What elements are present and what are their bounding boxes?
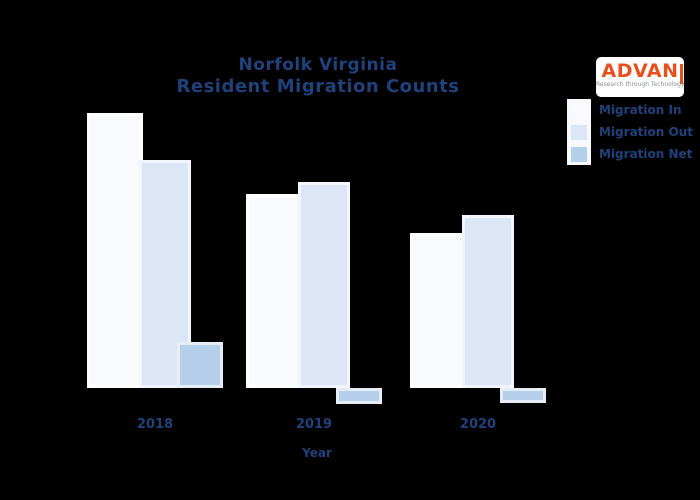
legend-swatch-wrap xyxy=(567,143,591,165)
bar-migration-in-2020[interactable] xyxy=(410,233,466,388)
advan-logo-wordmark: ADVAN xyxy=(601,60,679,82)
legend-item-migration-out[interactable]: Migration Out xyxy=(567,121,693,143)
legend-item-migration-in[interactable]: Migration In xyxy=(567,99,693,121)
advan-logo: ADVAN Research through Technology xyxy=(596,57,685,97)
advan-logo-accent-bar xyxy=(680,64,683,84)
legend-swatch xyxy=(571,124,587,140)
legend-item-migration-net[interactable]: Migration Net xyxy=(567,143,693,165)
bar-migration-out-2020[interactable] xyxy=(462,215,514,388)
bar-migration-out-2019[interactable] xyxy=(298,182,350,388)
legend-swatch xyxy=(571,146,587,162)
legend-swatch xyxy=(571,102,587,118)
bar-migration-net-2020[interactable] xyxy=(500,388,546,403)
x-tick-label-2020: 2020 xyxy=(459,417,497,432)
bar-migration-net-2019[interactable] xyxy=(336,388,382,404)
legend-swatch-wrap xyxy=(567,121,591,143)
legend-label: Migration Net xyxy=(599,147,693,161)
x-tick-label-2018: 2018 xyxy=(136,417,174,432)
legend-label: Migration In xyxy=(599,103,682,117)
advan-logo-tagline: Research through Technology xyxy=(596,81,685,88)
chart-title-line2: Resident Migration Counts xyxy=(176,76,460,98)
legend-swatch-wrap xyxy=(567,99,591,121)
bar-migration-in-2018[interactable] xyxy=(87,113,143,388)
bar-migration-in-2019[interactable] xyxy=(246,194,302,388)
x-tick-label-2019: 2019 xyxy=(295,417,333,432)
bar-migration-net-2018[interactable] xyxy=(177,342,223,388)
chart-title-line1: Norfolk Virginia xyxy=(238,55,398,75)
legend: Migration In Migration Out Migration Net xyxy=(567,99,693,165)
legend-label: Migration Out xyxy=(599,125,693,139)
chart-title: Norfolk Virginia Resident Migration Coun… xyxy=(18,55,618,99)
x-axis-title: Year xyxy=(302,446,332,460)
